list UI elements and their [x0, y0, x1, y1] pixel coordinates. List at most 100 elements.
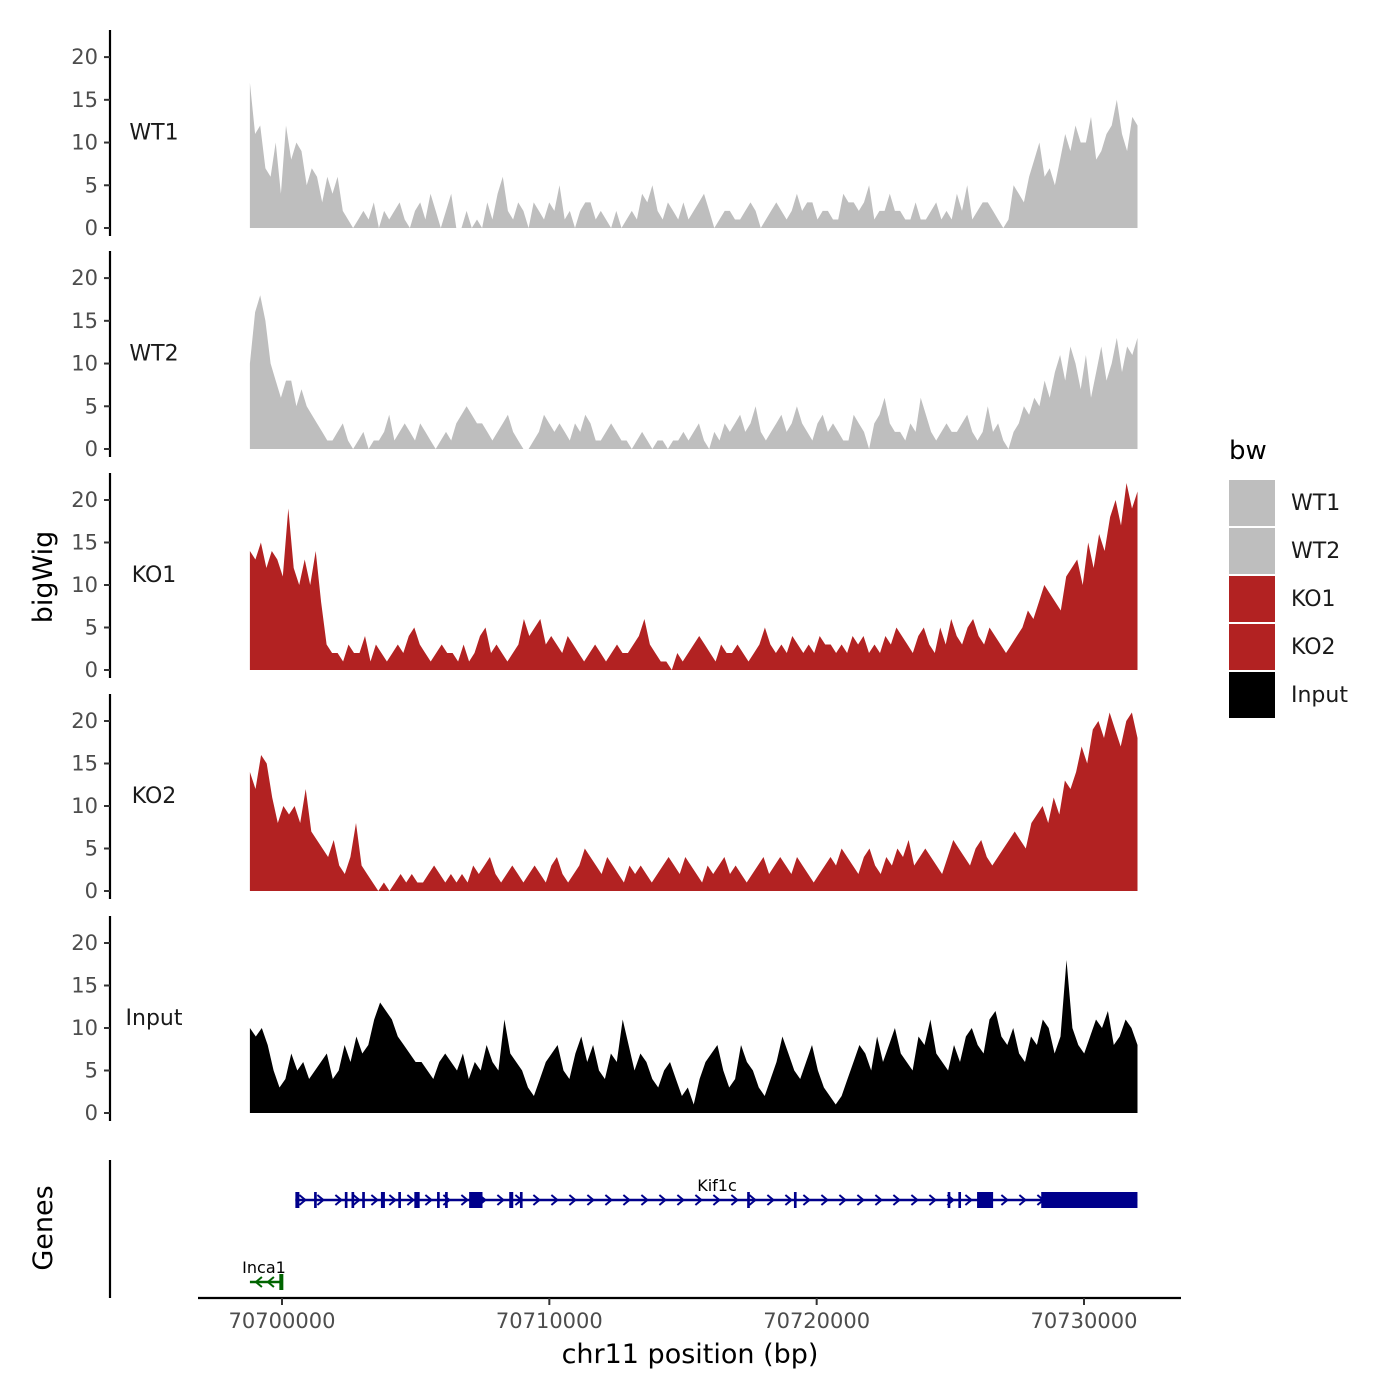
y-tick-label: 0 [85, 437, 98, 461]
y-tick-label: 10 [71, 573, 98, 597]
legend-label-ko2: KO2 [1291, 635, 1336, 660]
strand-arrow [1018, 1194, 1027, 1206]
exon [414, 1192, 420, 1208]
y-tick-label: 20 [71, 709, 98, 733]
y-tick-label: 15 [71, 531, 98, 555]
strand-arrow [604, 1194, 613, 1206]
y-tick-label: 5 [85, 394, 98, 418]
track-ko1: 0 5 10 15 20 KO1 [71, 473, 1138, 682]
legend-key-ko1 [1229, 576, 1275, 622]
track-wt2: 0 5 10 15 20 WT2 [71, 251, 1138, 461]
strand-arrow [748, 1194, 757, 1206]
area-wt1 [249, 82, 1138, 228]
strand-arrow [910, 1194, 919, 1206]
y-tick-label: 5 [85, 173, 98, 197]
track-panels: 0 5 10 15 20 WT1 0 5 10 15 20 WT2 0 5 10 15 20 KO1 0 5 10 15 2… [71, 30, 1138, 1125]
track-label: WT2 [129, 341, 178, 366]
x-tick-label: 70730000 [1031, 1309, 1138, 1333]
exon [509, 1192, 514, 1208]
strand-arrow [622, 1194, 631, 1206]
genes-axis-title: Genes [28, 1185, 59, 1270]
strand-arrow [388, 1194, 397, 1206]
strand-arrow [254, 1276, 263, 1288]
x-tick-label: 70700000 [229, 1309, 336, 1333]
y-tick-label: 0 [85, 658, 98, 682]
y-tick-label: 10 [71, 794, 98, 818]
area-wt2 [249, 295, 1138, 449]
strand-arrow [676, 1194, 685, 1206]
strand-arrow [766, 1194, 775, 1206]
area-ko2 [249, 712, 1138, 891]
exon [295, 1192, 300, 1208]
legend-label-ko1: KO1 [1291, 587, 1336, 612]
strand-arrow [838, 1194, 847, 1206]
x-tick-label: 70710000 [496, 1309, 603, 1333]
strand-arrow [712, 1194, 721, 1206]
y-tick-label: 0 [85, 216, 98, 240]
track-label: WT1 [129, 120, 178, 145]
y-tick-label: 0 [85, 879, 98, 903]
y-tick-label: 0 [85, 1101, 98, 1125]
legend-label-wt2: WT2 [1291, 539, 1340, 564]
legend-key-wt2 [1229, 528, 1275, 574]
y-tick-label: 15 [71, 974, 98, 998]
gene-kif1c: Kif1c [295, 1176, 1138, 1208]
legend-label-wt1: WT1 [1291, 491, 1340, 516]
strand-arrow [784, 1194, 793, 1206]
exon [519, 1192, 523, 1208]
y-tick-label: 20 [71, 266, 98, 290]
gene-label: Inca1 [242, 1258, 286, 1277]
y-tick-label: 20 [71, 45, 98, 69]
strand-arrow [694, 1194, 703, 1206]
legend: bw WT1 WT2 KO1 KO2 Input [1229, 436, 1348, 718]
exon [362, 1192, 365, 1208]
exon [380, 1192, 385, 1208]
genes-panel: Kif1c Inca1 [108, 1160, 1138, 1298]
area-input [249, 960, 1138, 1113]
exon [314, 1192, 317, 1208]
legend-label-input: Input [1291, 683, 1348, 708]
x-axis-title: chr11 position (bp) [562, 1339, 819, 1370]
exon [351, 1192, 355, 1208]
strand-arrow [730, 1194, 739, 1206]
strand-arrow [856, 1194, 865, 1206]
exon [1041, 1192, 1138, 1208]
y-tick-label: 20 [71, 931, 98, 955]
y-tick-label: 10 [71, 352, 98, 376]
strand-arrow [406, 1194, 415, 1206]
gene-label: Kif1c [697, 1176, 737, 1195]
track-input: 0 5 10 15 20 Input [71, 916, 1138, 1125]
y-tick-label: 5 [85, 1059, 98, 1083]
strand-arrow [370, 1194, 379, 1206]
strand-arrow [424, 1194, 433, 1206]
strand-arrow [928, 1194, 937, 1206]
y-tick-label: 20 [71, 488, 98, 512]
area-ko1 [249, 483, 1138, 670]
exon [947, 1192, 951, 1208]
strand-arrow [640, 1194, 649, 1206]
exon [747, 1192, 750, 1208]
y-tick-label: 5 [85, 837, 98, 861]
strand-arrow [874, 1194, 883, 1206]
strand-arrow [352, 1194, 361, 1206]
y-axis-title: bigWig [28, 531, 59, 624]
strand-arrow [334, 1194, 343, 1206]
track-ko2: 0 5 10 15 20 KO2 [71, 694, 1138, 903]
x-axis: 70700000 70710000 70720000 70730000 [198, 1296, 1181, 1333]
strand-arrow [658, 1194, 667, 1206]
track-label: Input [126, 1006, 183, 1031]
track-wt1: 0 5 10 15 20 WT1 [71, 30, 1138, 240]
exon [279, 1274, 284, 1290]
y-tick-label: 15 [71, 752, 98, 776]
y-tick-label: 10 [71, 131, 98, 155]
exon [958, 1192, 962, 1208]
legend-key-ko2 [1229, 624, 1275, 670]
strand-arrow [820, 1194, 829, 1206]
exon [344, 1192, 348, 1208]
x-tick-label: 70720000 [763, 1309, 870, 1333]
strand-arrow [496, 1194, 505, 1206]
track-label: KO2 [132, 784, 177, 809]
y-tick-label: 15 [71, 88, 98, 112]
strand-arrow [964, 1194, 973, 1206]
